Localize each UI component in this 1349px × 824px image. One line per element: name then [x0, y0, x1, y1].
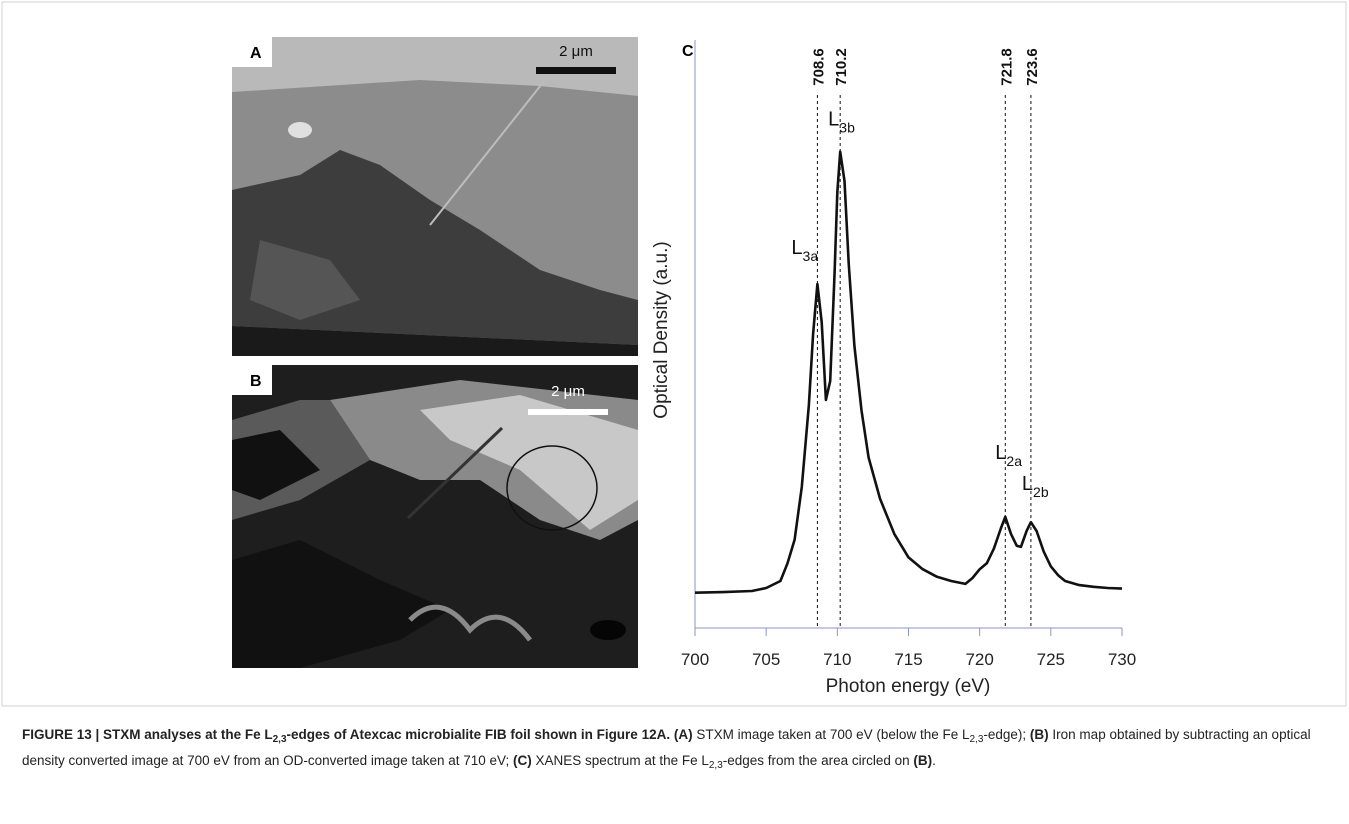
x-tick-label: 710	[823, 650, 851, 669]
peak-label-sub: 3a	[803, 248, 819, 264]
x-tick-label: 705	[752, 650, 780, 669]
caption-run: STXM image taken at 700 eV (below the Fe…	[692, 727, 970, 742]
peak-label-sub: 3b	[839, 120, 855, 136]
peak-label: L3a	[791, 237, 818, 264]
caption-run: 2,3	[272, 734, 287, 745]
caption-run: (B)	[1029, 727, 1049, 742]
panel-letter: C	[682, 43, 694, 60]
caption-run: .	[932, 753, 936, 768]
caption: FIGURE 13 | STXM analyses at the Fe L2,3…	[22, 724, 1332, 776]
reference-label: 708.6	[810, 48, 827, 86]
plot-area: 700 705 710 715 720 725 730 708.6 710.2 721.8 723.…	[681, 40, 1136, 669]
scale-bar-label: 2 μm	[559, 43, 593, 60]
figure-border	[1, 1, 1347, 707]
x-axis-label: Photon energy (eV)	[826, 676, 991, 697]
caption-run: -edge);	[983, 727, 1030, 742]
caption-run: -edges of Atexcac microbialite FIB foil …	[286, 727, 693, 742]
caption-run: Iron map obtained by subtracting an opti…	[22, 727, 1311, 768]
peak-label: L3b	[828, 109, 855, 136]
panel-letter: B	[250, 373, 262, 390]
peak-label-sub: 2b	[1033, 484, 1049, 500]
figure-graphics: A 2 μm B 2 μm C Photon energy (eV) Optic…	[1, 1, 1347, 707]
peak-label: L2b	[1022, 473, 1049, 500]
y-axis-label: Optical Density (a.u.)	[651, 241, 672, 418]
caption-run: FIGURE 13 | STXM analyses at the Fe L	[22, 727, 273, 742]
caption-run: 2,3	[708, 760, 723, 771]
x-tick-label: 730	[1108, 650, 1136, 669]
x-tick-label: 720	[965, 650, 993, 669]
scale-bar-label: 2 μm	[551, 383, 585, 400]
caption-run: (B)	[913, 753, 933, 768]
caption-run: -edges from the area circled on	[722, 753, 914, 768]
panel-letter: A	[250, 45, 262, 62]
spectrum-line	[694, 150, 1123, 594]
reference-label: 710.2	[833, 48, 850, 86]
caption-run: XANES spectrum at the Fe L	[531, 753, 709, 768]
peak-label-main: L	[1022, 473, 1033, 495]
x-tick-label: 715	[894, 650, 922, 669]
peak-label-main: L	[828, 109, 839, 131]
peak-label-main: L	[995, 442, 1006, 464]
caption-run: 2,3	[969, 734, 984, 745]
x-tick-label: 700	[681, 650, 709, 669]
panel-b-image	[232, 365, 638, 668]
panel-a-image	[232, 37, 638, 356]
reference-label: 721.8	[998, 48, 1015, 86]
reference-label: 723.6	[1024, 48, 1041, 86]
caption-run: (C)	[513, 753, 532, 768]
peak-label: L2a	[995, 442, 1022, 469]
peak-label-sub: 2a	[1006, 453, 1022, 469]
peak-label-main: L	[791, 237, 802, 259]
x-tick-label: 725	[1037, 650, 1065, 669]
